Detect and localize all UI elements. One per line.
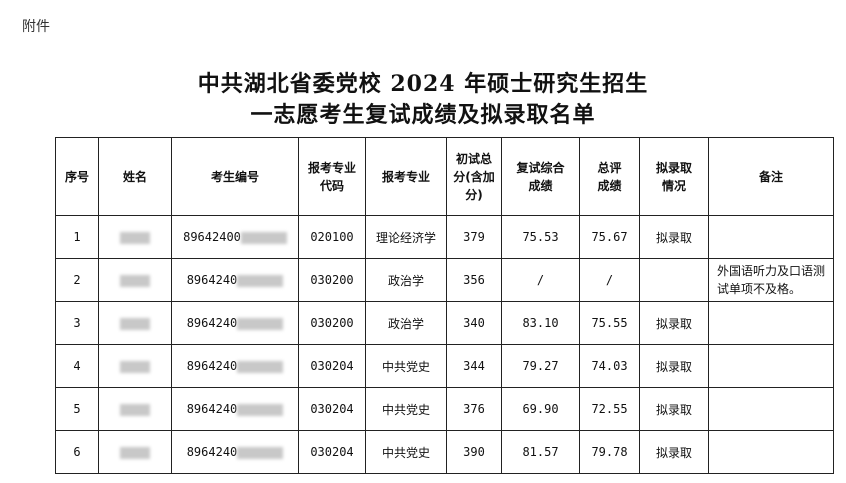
cell-major: 政治学: [365, 258, 447, 302]
id-prefix: 8964240: [186, 316, 238, 330]
cell-status: 拟录取: [639, 430, 709, 474]
redacted-id: [237, 274, 284, 287]
cell-note: [708, 430, 834, 474]
cell-id: 8964240: [171, 387, 299, 431]
cell-major: 中共党史: [365, 344, 447, 388]
cell-status: 拟录取: [639, 301, 709, 345]
redacted-id: [237, 317, 284, 330]
cell-total: 75.67: [579, 215, 640, 259]
cell-initial: 376: [446, 387, 502, 431]
redacted-id: [237, 446, 284, 459]
header-cell: 报考专业: [365, 137, 447, 216]
cell-code: 020100: [298, 215, 366, 259]
cell-note: [708, 215, 834, 259]
header-cell: 报考专业代码: [298, 137, 366, 216]
document-title-line2: 一志愿考生复试成绩及拟录取名单: [250, 102, 596, 128]
cell-major: 政治学: [365, 301, 447, 345]
cell-initial: 379: [446, 215, 502, 259]
redacted-name: [120, 360, 150, 373]
header-cell: 序号: [55, 137, 99, 216]
cell-retest: 79.27: [501, 344, 580, 388]
cell-no: 3: [55, 301, 99, 345]
cell-no: 4: [55, 344, 99, 388]
cell-id: 8964240: [171, 258, 299, 302]
table-row: 5 8964240 030204 中共党史 376 69.90 72.55 拟录取: [55, 387, 834, 431]
header-cell: 复试综合成绩: [501, 137, 580, 216]
header-cell: 考生编号: [171, 137, 299, 216]
cell-name: [98, 430, 172, 474]
cell-retest: 83.10: [501, 301, 580, 345]
cell-name: [98, 215, 172, 259]
redacted-name: [120, 317, 150, 330]
cell-total: 75.55: [579, 301, 640, 345]
cell-initial: 356: [446, 258, 502, 302]
cell-note: [708, 344, 834, 388]
table-row: 4 8964240 030204 中共党史 344 79.27 74.03 拟录取: [55, 344, 834, 388]
redacted-id: [240, 231, 287, 244]
id-prefix: 8964240: [186, 445, 238, 459]
id-prefix: 8964240: [186, 402, 238, 416]
cell-total: 74.03: [579, 344, 640, 388]
cell-initial: 340: [446, 301, 502, 345]
cell-note: [708, 301, 834, 345]
cell-status: 拟录取: [639, 344, 709, 388]
attachment-label: 附件: [22, 19, 50, 35]
header-cell: 拟录取情况: [639, 137, 709, 216]
cell-id: 89642400: [171, 215, 299, 259]
header-cell: 初试总分(含加分): [446, 137, 502, 216]
cell-name: [98, 387, 172, 431]
redacted-id: [237, 360, 284, 373]
cell-initial: 390: [446, 430, 502, 474]
cell-id: 8964240: [171, 301, 299, 345]
redacted-id: [237, 403, 284, 416]
cell-no: 2: [55, 258, 99, 302]
cell-major: 理论经济学: [365, 215, 447, 259]
redacted-name: [120, 231, 150, 244]
table-header-row: 序号 姓名 考生编号 报考专业代码 报考专业 初试总分(含加分) 复试综合成绩 …: [55, 137, 834, 216]
cell-total: /: [579, 258, 640, 302]
cell-code: 030200: [298, 301, 366, 345]
cell-code: 030204: [298, 430, 366, 474]
document-title-line1: 中共湖北省委党校 2024 年硕士研究生招生: [197, 71, 649, 97]
cell-major: 中共党史: [365, 387, 447, 431]
cell-total: 79.78: [579, 430, 640, 474]
cell-id: 8964240: [171, 430, 299, 474]
cell-retest: 81.57: [501, 430, 580, 474]
id-prefix: 8964240: [186, 359, 238, 373]
header-cell: 姓名: [98, 137, 172, 216]
cell-name: [98, 258, 172, 302]
cell-code: 030200: [298, 258, 366, 302]
cell-status: 拟录取: [639, 215, 709, 259]
admission-table: 序号 姓名 考生编号 报考专业代码 报考专业 初试总分(含加分) 复试综合成绩 …: [55, 137, 834, 474]
cell-status: 拟录取: [639, 387, 709, 431]
id-prefix: 8964240: [186, 273, 238, 287]
table-row: 6 8964240 030204 中共党史 390 81.57 79.78 拟录取: [55, 430, 834, 474]
cell-initial: 344: [446, 344, 502, 388]
cell-note: [708, 387, 834, 431]
cell-name: [98, 301, 172, 345]
cell-code: 030204: [298, 344, 366, 388]
header-cell: 备注: [708, 137, 834, 216]
cell-retest: 69.90: [501, 387, 580, 431]
cell-id: 8964240: [171, 344, 299, 388]
redacted-name: [120, 403, 150, 416]
cell-no: 5: [55, 387, 99, 431]
cell-name: [98, 344, 172, 388]
cell-no: 1: [55, 215, 99, 259]
cell-code: 030204: [298, 387, 366, 431]
redacted-name: [120, 274, 150, 287]
cell-note: 外国语听力及口语测试单项不及格。: [708, 258, 834, 302]
cell-no: 6: [55, 430, 99, 474]
table-row: 2 8964240 030200 政治学 356// 外国语听力及口语测试单项不及格。: [55, 258, 834, 302]
id-prefix: 89642400: [183, 230, 241, 244]
cell-retest: /: [501, 258, 580, 302]
cell-status: [639, 258, 709, 302]
cell-major: 中共党史: [365, 430, 447, 474]
table-row: 3 8964240 030200 政治学 340 83.10 75.55 拟录取: [55, 301, 834, 345]
cell-retest: 75.53: [501, 215, 580, 259]
header-cell: 总评成绩: [579, 137, 640, 216]
table-row: 1 89642400 020100 理论经济学 379 75.53 75.67 拟录取: [55, 215, 834, 259]
cell-total: 72.55: [579, 387, 640, 431]
redacted-name: [120, 446, 150, 459]
